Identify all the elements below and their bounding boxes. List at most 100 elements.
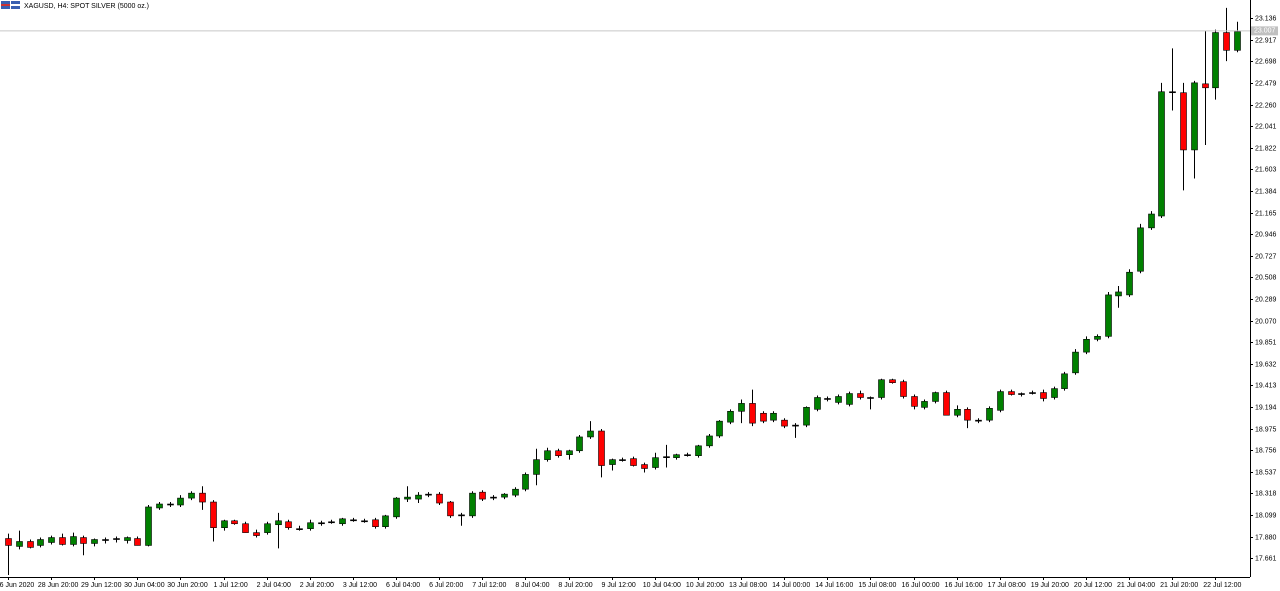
candle-body [1029, 392, 1036, 394]
current-price-label: 23.007 [1254, 28, 1276, 35]
candle-body [27, 541, 34, 548]
candle-body [1083, 338, 1090, 353]
candle-body [382, 515, 389, 527]
candle-body [16, 541, 23, 547]
x-tick-label: 17 Jul 08:00 [988, 582, 1026, 589]
x-tick-label: 1 Jul 12:00 [213, 582, 247, 589]
candle-body [555, 450, 562, 456]
candle-body [48, 537, 55, 543]
candle-body [1158, 91, 1165, 217]
candle-body [361, 520, 368, 523]
candle-body [630, 458, 637, 466]
candle-body [210, 501, 217, 528]
candle-body [167, 503, 174, 506]
candle-body [1051, 388, 1058, 398]
candle-body [1126, 271, 1133, 296]
x-tick-label: 10 Jul 04:00 [643, 582, 681, 589]
candle-body [900, 381, 907, 397]
x-tick-label: 21 Jul 04:00 [1117, 582, 1155, 589]
candle-body [285, 521, 292, 528]
candle-body [598, 430, 605, 466]
candle-body [1105, 294, 1112, 337]
candle-body [609, 459, 616, 465]
x-tick-label: 28 Jun 20:00 [38, 582, 79, 589]
candle-body [544, 450, 551, 460]
x-tick-label: 8 Jul 20:00 [558, 582, 592, 589]
candle-body [425, 493, 432, 496]
x-tick-label: 10 Jul 20:00 [686, 582, 724, 589]
y-tick-label: 19.632 [1255, 361, 1277, 368]
candle-body [328, 521, 335, 524]
candle-body [102, 539, 109, 541]
x-tick-label: 16 Jul 16:00 [945, 582, 983, 589]
y-tick-label: 17.661 [1255, 555, 1277, 562]
candle-body [242, 523, 249, 533]
candle-body [695, 445, 702, 456]
candle-body [1212, 32, 1219, 89]
candle-body [177, 497, 184, 506]
candle-body [857, 393, 864, 398]
candle-body [231, 520, 238, 525]
candle-body [943, 392, 950, 416]
candle-body [404, 496, 411, 500]
x-tick-label: 7 Jul 12:00 [472, 582, 506, 589]
candle-body [37, 539, 44, 546]
x-tick-label: 6 Jul 20:00 [429, 582, 463, 589]
y-tick-label: 17.880 [1255, 534, 1277, 541]
x-tick-label: 2 Jul 04:00 [257, 582, 291, 589]
y-tick-label: 21.165 [1255, 210, 1277, 217]
candle-body [1115, 291, 1122, 297]
candle-body [1094, 336, 1101, 340]
candle-body [458, 514, 465, 517]
candle-body [512, 488, 519, 496]
y-tick-label: 21.384 [1255, 188, 1277, 195]
x-tick-label: 20 Jul 12:00 [1074, 582, 1112, 589]
candle-body [188, 492, 195, 499]
candle-body [846, 393, 853, 405]
x-tick-label: 14 Jul 16:00 [815, 582, 853, 589]
candle-body [415, 494, 422, 500]
candle-body [1180, 92, 1187, 151]
x-tick-label: 19 Jul 20:00 [1031, 582, 1069, 589]
y-tick-label: 19.413 [1255, 382, 1277, 389]
x-tick-label: 15 Jul 08:00 [858, 582, 896, 589]
candle-body [684, 454, 691, 456]
candle-body [587, 430, 594, 438]
current-price-box [1251, 26, 1278, 36]
candle-body [436, 493, 443, 504]
y-tick-label: 22.041 [1255, 123, 1277, 130]
candle-body [199, 492, 206, 503]
candle-body [641, 464, 648, 469]
candle-body [1202, 83, 1209, 89]
candle-body [1040, 392, 1047, 399]
candle-body [134, 538, 141, 546]
y-tick-label: 22.479 [1255, 80, 1277, 87]
candle-body [716, 420, 723, 437]
candle-body [1234, 31, 1241, 51]
candle-body [91, 539, 98, 544]
candle-body [1223, 32, 1230, 51]
y-tick-label: 21.603 [1255, 166, 1277, 173]
y-tick-label: 20.508 [1255, 274, 1277, 281]
y-tick-label: 23.136 [1255, 15, 1277, 22]
candle-body [663, 456, 670, 458]
y-tick-label: 20.727 [1255, 253, 1277, 260]
candle-body [997, 391, 1004, 411]
candle-body [932, 392, 939, 402]
candle-body [145, 506, 152, 546]
candle-body [1137, 227, 1144, 272]
x-tick-label: 30 Jun 20:00 [167, 582, 208, 589]
candle-body [878, 379, 885, 398]
candle-body [156, 503, 163, 509]
candle-body [770, 412, 777, 421]
candle-body [70, 536, 77, 545]
y-tick-label: 18.975 [1255, 426, 1277, 433]
x-tick-label: 13 Jul 08:00 [729, 582, 767, 589]
x-tick-label: 21 Jul 20:00 [1160, 582, 1198, 589]
y-tick-label: 18.756 [1255, 447, 1277, 454]
y-tick-label: 19.194 [1255, 404, 1277, 411]
x-tick-label: 3 Jul 12:00 [343, 582, 377, 589]
candle-body [275, 520, 282, 526]
